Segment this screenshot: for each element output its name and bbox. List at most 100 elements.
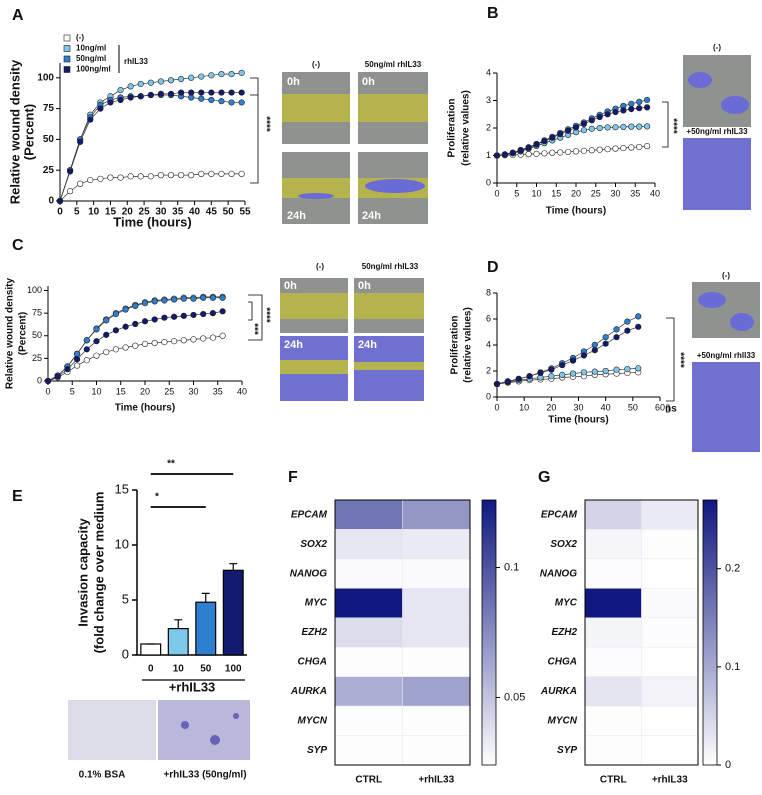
heatmap-cell <box>584 558 642 589</box>
y-tick-label: 0 <box>122 646 129 661</box>
heatmap-cell <box>584 705 642 736</box>
panel-letter: A <box>12 7 24 24</box>
x-tick-label: 55 <box>239 207 251 218</box>
data-point <box>180 337 187 344</box>
data-point <box>635 365 642 372</box>
y-tick-label: 0 <box>37 375 42 385</box>
significance-label: ns <box>665 404 677 415</box>
x-tick-label: 20 <box>122 207 134 218</box>
data-point <box>103 348 110 356</box>
data-point <box>77 180 84 187</box>
panel-letter: G <box>538 469 550 486</box>
data-point <box>141 340 149 348</box>
data-point <box>636 98 643 105</box>
data-point <box>613 326 620 333</box>
y-tick-label: 2 <box>486 365 491 375</box>
significance-label: * <box>155 492 159 503</box>
colorbar-tick-label: 0.1 <box>504 561 519 573</box>
image-label: 0h <box>362 76 375 88</box>
data-point <box>147 91 154 99</box>
bar <box>195 601 217 656</box>
row-label: MYCN <box>548 715 578 726</box>
data-point <box>602 367 609 375</box>
x-tick-label: 35 <box>630 188 640 198</box>
data-point <box>238 69 245 76</box>
data-point <box>122 344 129 351</box>
data-point <box>636 143 643 151</box>
panel-letter: C <box>12 237 24 254</box>
y-tick-label: 10 <box>115 536 129 551</box>
data-point <box>517 147 524 154</box>
data-point <box>132 302 139 310</box>
data-point <box>190 295 197 302</box>
data-point <box>209 294 216 301</box>
heatmap-cell <box>334 558 403 589</box>
micrographs-c: (-) 50ng/ml rhIL33 0h 0h 24h 24h <box>280 262 424 401</box>
colorbar-tick-label: 0.05 <box>504 691 525 703</box>
data-point <box>73 356 81 363</box>
y-axis-title: Relative wound density <box>5 277 16 389</box>
data-point <box>190 311 197 319</box>
row-label: EZH2 <box>551 627 577 638</box>
x-tick-label: 35 <box>213 386 223 396</box>
image-label: 24h <box>284 339 303 351</box>
data-point <box>137 173 144 180</box>
heatmap-cell <box>334 676 403 707</box>
data-point <box>151 339 158 347</box>
data-point <box>112 310 119 318</box>
y-axis-title: Relative wound density <box>7 59 22 204</box>
legend-swatch <box>63 45 71 52</box>
data-point <box>190 336 197 343</box>
significance-bracket <box>666 404 670 413</box>
colorbar-tick-label: 0.1 <box>725 661 740 673</box>
significance-label: **** <box>674 352 685 368</box>
data-point <box>228 170 235 177</box>
data-point <box>620 123 627 130</box>
legend-swatch <box>63 55 71 63</box>
data-point <box>127 173 134 180</box>
data-point <box>137 80 144 88</box>
data-point <box>103 317 110 324</box>
data-point <box>219 294 226 301</box>
y-axis-title: (Percent) <box>21 104 36 160</box>
data-point <box>132 342 139 349</box>
colorbar <box>481 499 497 766</box>
data-point <box>549 149 556 156</box>
heatmap-cell <box>402 617 471 648</box>
heatmap-cell <box>641 705 699 736</box>
data-point <box>208 89 215 96</box>
y-tick-label: 50 <box>43 134 55 145</box>
data-point <box>167 172 175 179</box>
significance-bracket <box>662 101 669 148</box>
row-label: EPCAM <box>291 509 328 520</box>
wound-area <box>280 360 348 374</box>
x-tick-label: 35 <box>172 207 184 218</box>
error-bar <box>201 592 210 603</box>
heatmap-cell <box>334 735 403 766</box>
significance-label: **** <box>260 307 271 323</box>
panel-letters: A B C D E F G <box>12 5 550 505</box>
y-tick-label: 0 <box>486 177 491 187</box>
heatmap-cell <box>584 646 642 677</box>
y-axis-title: Proliferation <box>447 99 458 158</box>
data-point <box>209 310 216 317</box>
row-label: CHGA <box>298 657 327 668</box>
wound-area <box>282 178 350 198</box>
invaded-cell <box>233 713 239 719</box>
data-point <box>200 294 207 301</box>
data-point <box>525 151 532 158</box>
data-point <box>117 87 124 94</box>
bar <box>140 643 162 656</box>
image-label: 24h <box>362 210 381 222</box>
x-axis-title: Time (hours) <box>546 206 606 217</box>
data-point <box>167 77 175 84</box>
data-point <box>604 111 611 118</box>
invaded-cell <box>181 721 189 729</box>
y-tick-label: 0 <box>48 196 54 207</box>
significance-label: *** <box>248 323 259 335</box>
row-label: MYC <box>555 598 578 609</box>
data-point <box>572 148 580 155</box>
data-point <box>87 176 94 184</box>
heatmap-cell <box>584 588 642 619</box>
heatmap-cell <box>334 646 403 677</box>
